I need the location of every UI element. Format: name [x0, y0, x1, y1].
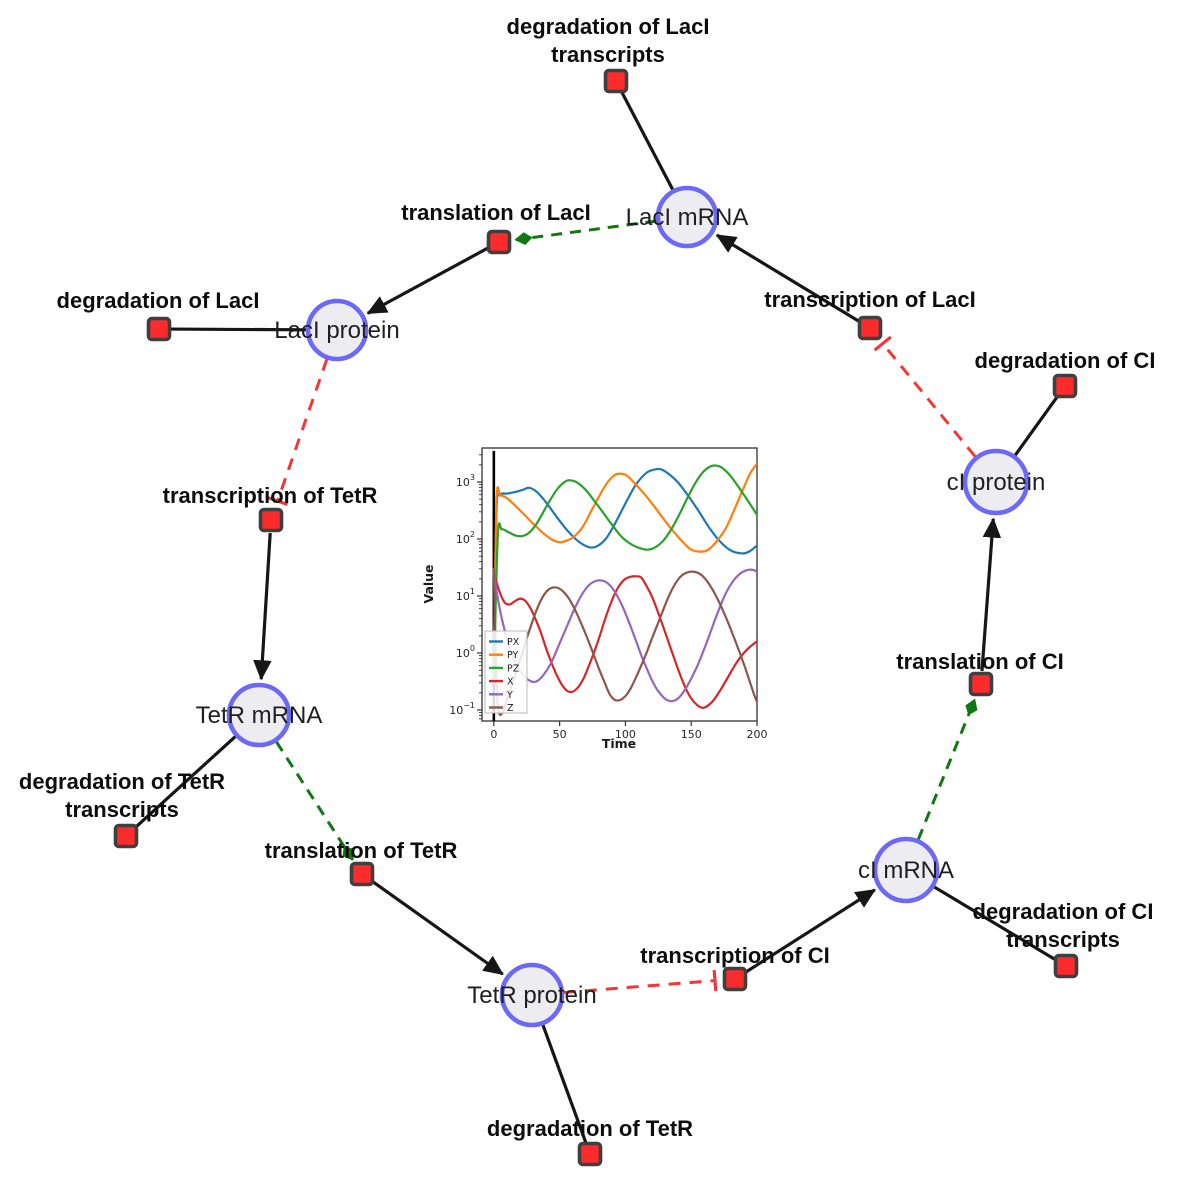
edge-inhibition-ci_protein-to-tr_laci — [873, 335, 977, 458]
edge-inhibition-laci_protein-to-tr_tetr — [267, 358, 329, 506]
reaction-label-transl_ci-line0: translation of CI — [896, 649, 1063, 674]
reaction-label-deg_ci-line0: degradation of CI — [975, 348, 1156, 373]
edge-production-tr_tetr-to-tetr_mrna — [253, 532, 272, 681]
reaction-label-tr_tetr-line0: transcription of TetR — [163, 483, 378, 508]
reaction-node-deg_ci[interactable] — [1052, 373, 1078, 399]
reaction-node-tr_laci[interactable] — [857, 315, 883, 341]
reaction-label-deg_ci_tx-line0: degradation of CI — [973, 899, 1154, 924]
chart-x-tick-label: 50 — [553, 728, 567, 741]
reaction-label-transl_tetr-line0: translation of TetR — [265, 838, 458, 863]
chart-series-PX — [492, 467, 757, 684]
edge-production-tr_ci-to-ci_mrna — [745, 888, 876, 974]
legend-label-PY: PY — [507, 650, 519, 661]
edge-catalysis-laci_mrna-to-transl_laci — [514, 219, 657, 246]
species-node-tetr_protein[interactable] — [499, 962, 565, 1028]
edge-production-transl_laci-to-laci_protein — [366, 246, 489, 315]
reaction-node-deg_ci_tx[interactable] — [1053, 953, 1079, 979]
reaction-nodes-layer — [113, 68, 1079, 1167]
species-label-ci_mrna: cI mRNA — [858, 857, 954, 884]
reaction-label-deg_laci-line0: degradation of LacI — [57, 288, 260, 313]
legend-label-Z: Z — [507, 703, 514, 714]
edge-production-transl_tetr-to-tetr_protein — [371, 880, 504, 976]
chart-series-X — [492, 572, 757, 710]
edge-consumption-laci_mrna-to-deg_laci_tx — [620, 90, 675, 191]
reaction-label-deg_tetr-line0: degradation of TetR — [487, 1116, 693, 1141]
species-node-ci_protein[interactable] — [962, 448, 1030, 516]
species-label-tetr_mrna: TetR mRNA — [196, 702, 323, 729]
chart-y-tick-label: 100 — [456, 644, 475, 660]
edge-catalysis-tetr_mrna-to-transl_tetr — [275, 741, 355, 861]
chart-y-tick-label: 102 — [456, 530, 475, 546]
reaction-node-deg_laci_tx[interactable] — [603, 68, 629, 94]
species-label-laci_mrna: LacI mRNA — [626, 204, 749, 231]
reaction-label-tr_ci-line0: transcription of CI — [640, 943, 829, 968]
chart-series-PZ — [492, 464, 757, 684]
reaction-label-deg_tetr_tx-line1: transcripts — [65, 797, 179, 822]
species-node-ci_mrna[interactable] — [872, 836, 940, 904]
edge-catalysis-ci_mrna-to-transl_ci — [916, 698, 978, 840]
edge-production-tr_laci-to-laci_mrna — [715, 233, 860, 323]
legend-label-X: X — [507, 677, 514, 688]
chart-y-tick-label: 101 — [456, 587, 475, 603]
species-label-ci_protein: cI protein — [947, 469, 1046, 496]
chart-x-tick-label: 0 — [490, 728, 497, 741]
reaction-node-deg_laci[interactable] — [146, 316, 172, 342]
chart-x-tick-label: 100 — [615, 728, 636, 741]
legend-label-PX: PX — [507, 637, 520, 648]
chart-x-tick-label: 150 — [681, 728, 702, 741]
reaction-label-deg_laci_tx-line0: degradation of LacI — [507, 14, 710, 39]
species-node-tetr_mrna[interactable] — [226, 682, 292, 748]
chart-series-PY — [492, 462, 757, 684]
reaction-label-deg_ci_tx-line1: transcripts — [1006, 927, 1120, 952]
edge-consumption-ci_mrna-to-deg_ci_tx — [933, 885, 1057, 962]
reaction-node-transl_ci[interactable] — [968, 671, 994, 697]
edges-layer — [133, 90, 1060, 1144]
reaction-node-transl_tetr[interactable] — [349, 861, 375, 887]
chart-y-tick-label: 10−1 — [449, 701, 475, 717]
edge-inhibition-tetr_protein-to-tr_ci — [563, 969, 718, 994]
chart-ylabel: Value — [421, 564, 436, 603]
edge-consumption-laci_protein-to-deg_laci — [170, 327, 307, 332]
chart-y-tick-label: 103 — [456, 473, 475, 489]
reaction-label-transl_laci-line0: translation of LacI — [401, 200, 590, 225]
inset-chart: 103 102 101 100 10−1 0 50 100 150 200 PX PY PZ XYZ Ti… — [421, 436, 770, 768]
chart-series-Y — [492, 568, 757, 703]
reaction-node-tr_tetr[interactable] — [258, 507, 284, 533]
reaction-node-deg_tetr_tx[interactable] — [113, 823, 139, 849]
reaction-label-deg_tetr_tx-line0: degradation of TetR — [19, 769, 225, 794]
edge-consumption-ci_protein-to-deg_ci — [1013, 394, 1060, 457]
species-node-laci_mrna[interactable] — [655, 185, 719, 249]
species-node-laci_protein[interactable] — [305, 298, 369, 362]
edge-consumption-tetr_protein-to-deg_tetr — [541, 1024, 588, 1144]
chart-legend-box — [484, 630, 528, 714]
edge-production-transl_ci-to-ci_protein — [980, 517, 1002, 672]
species-label-laci_protein: LacI protein — [274, 317, 399, 344]
legend-label-PZ: PZ — [507, 663, 520, 674]
legend-label-Y: Y — [506, 690, 513, 701]
labels-layer: degradation of LacI transcripts translatio… — [19, 14, 1156, 1141]
species-nodes-layer — [226, 185, 1030, 1028]
reaction-node-transl_laci[interactable] — [486, 229, 512, 255]
chart-x-tick-label: 200 — [747, 728, 768, 741]
reaction-node-deg_tetr[interactable] — [577, 1141, 603, 1167]
chart-xlabel: Time — [602, 736, 636, 751]
species-label-tetr_protein: TetR protein — [467, 982, 596, 1009]
reaction-label-deg_laci_tx-line1: transcripts — [551, 42, 665, 67]
reaction-label-tr_laci-line0: transcription of LacI — [764, 287, 975, 312]
edge-consumption-tetr_mrna-to-deg_tetr_tx — [133, 735, 237, 830]
reaction-node-tr_ci[interactable] — [722, 966, 748, 992]
